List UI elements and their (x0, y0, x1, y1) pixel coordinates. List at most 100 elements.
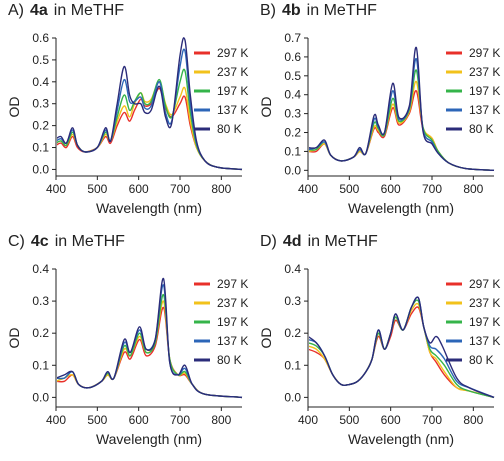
x-tick-label: 700 (170, 182, 190, 196)
panel-d: D) 4d in MeTHF 400 500 600 700 800 0.0 0.1 0.2 0.3… (252, 231, 504, 461)
legend-label: 297 K (217, 46, 248, 60)
series-line (57, 68, 243, 171)
panel-letter: A) (8, 2, 24, 19)
legend-label: 297 K (469, 277, 500, 291)
x-tick-label: 700 (170, 413, 190, 427)
legend: 297 K 237 K 197 K 137 K 80 K (194, 46, 248, 136)
y-tick-label: 0.5 (284, 69, 301, 83)
axes: 400 500 600 700 800 0.0 0.1 0.2 0.3 0.4 0.5 0.6 (32, 31, 242, 196)
panel-letter: D) (260, 233, 277, 250)
legend-label: 80 K (217, 122, 242, 136)
series-line (309, 46, 495, 171)
series-line (57, 87, 243, 171)
x-tick-label: 800 (211, 413, 231, 427)
chart-c: 400 500 600 700 800 0.0 0.1 0.2 0.3 0.4 Wavelength… (6, 262, 248, 447)
legend-label: 297 K (469, 46, 500, 60)
legend: 297 K 237 K 197 K 137 K 80 K (446, 277, 500, 367)
x-axis-label: Wavelength (nm) (96, 200, 202, 216)
y-axis-label: OD (6, 97, 22, 118)
panel-b: B) 4b in MeTHF 400 500 600 700 800 0.0 0.1 0.2 0.3… (252, 0, 504, 230)
panel-letter: B) (260, 2, 276, 19)
solvent-label: in MeTHF (53, 2, 125, 19)
panel-title: D) 4d in MeTHF (260, 233, 378, 251)
legend-label: 197 K (217, 315, 248, 329)
y-tick-label: 0.2 (32, 326, 49, 340)
x-tick-label: 800 (463, 182, 483, 196)
compound-label: 4d (282, 233, 302, 250)
legend-label: 197 K (469, 315, 500, 329)
y-tick-label: 0.1 (32, 141, 49, 155)
series-line (57, 293, 243, 399)
series-line (309, 306, 495, 399)
x-tick-label: 600 (381, 182, 401, 196)
x-tick-label: 800 (211, 182, 231, 196)
legend-label: 137 K (217, 103, 248, 117)
legend-label: 137 K (217, 334, 248, 348)
panel-letter: C) (8, 233, 25, 250)
series-line (309, 90, 495, 171)
y-tick-label: 0.1 (284, 358, 301, 372)
x-tick-label: 700 (422, 413, 442, 427)
legend-label: 137 K (469, 334, 500, 348)
legend-label: 80 K (469, 353, 494, 367)
x-tick-label: 700 (422, 182, 442, 196)
series-group (309, 296, 495, 399)
legend-label: 80 K (469, 122, 494, 136)
legend-label: 197 K (217, 84, 248, 98)
x-axis-label: Wavelength (nm) (348, 431, 454, 447)
x-tick-label: 500 (87, 413, 107, 427)
y-tick-label: 0.3 (32, 97, 49, 111)
x-tick-label: 400 (298, 413, 318, 427)
y-tick-label: 0.6 (284, 50, 301, 64)
y-tick-label: 0.1 (284, 144, 301, 158)
y-tick-label: 0.2 (284, 126, 301, 140)
y-tick-label: 0.2 (32, 119, 49, 133)
series-line (309, 302, 495, 399)
legend: 297 K 237 K 197 K 137 K 80 K (446, 46, 500, 136)
y-tick-label: 0.0 (32, 162, 49, 176)
x-axis-label: Wavelength (nm) (348, 200, 454, 216)
legend-label: 80 K (217, 353, 242, 367)
x-tick-label: 500 (339, 413, 359, 427)
y-axis-label: OD (258, 97, 274, 118)
legend-label: 237 K (217, 65, 248, 79)
legend-label: 237 K (469, 296, 500, 310)
y-tick-label: 0.4 (284, 262, 301, 276)
axes: 400 500 600 700 800 0.0 0.1 0.2 0.3 0.4 (32, 262, 242, 427)
y-tick-label: 0.7 (284, 31, 301, 45)
x-tick-label: 400 (46, 182, 66, 196)
chart-d: 400 500 600 700 800 0.0 0.1 0.2 0.3 0.4 Wavelength… (258, 262, 500, 447)
y-tick-label: 0.3 (32, 294, 49, 308)
panel-title: A) 4a in MeTHF (8, 2, 124, 20)
x-tick-label: 600 (381, 413, 401, 427)
series-group (57, 277, 243, 399)
panel-title: B) 4b in MeTHF (260, 2, 377, 20)
panel-c: C) 4c in MeTHF 400 500 600 700 800 0.0 0.1 0.2 0.3… (0, 231, 252, 461)
legend-label: 237 K (469, 65, 500, 79)
axes: 400 500 600 700 800 0.0 0.1 0.2 0.3 0.4 0.5 0.6 0.7 (284, 31, 494, 196)
legend-label: 197 K (469, 84, 500, 98)
y-tick-label: 0.4 (32, 75, 49, 89)
compound-label: 4b (282, 2, 301, 19)
x-tick-label: 500 (339, 182, 359, 196)
y-tick-label: 0.4 (284, 88, 301, 102)
solvent-label: in MeTHF (306, 2, 377, 19)
x-axis-label: Wavelength (nm) (96, 431, 202, 447)
axes: 400 500 600 700 800 0.0 0.1 0.2 0.3 0.4 (284, 262, 494, 427)
compound-label: 4c (30, 233, 49, 250)
legend-label: 297 K (217, 277, 248, 291)
chart-b: 400 500 600 700 800 0.0 0.1 0.2 0.3 0.4 0.5 0.6 0.7 W… (258, 31, 500, 216)
x-tick-label: 800 (463, 413, 483, 427)
x-tick-label: 600 (129, 413, 149, 427)
legend: 297 K 237 K 197 K 137 K 80 K (194, 277, 248, 367)
x-tick-label: 400 (298, 182, 318, 196)
panel-title: C) 4c in MeTHF (8, 233, 125, 251)
panel-a: A) 4a in MeTHF 400 500 600 700 800 0.0 0.1 0.2 0.3… (0, 0, 252, 230)
y-tick-label: 0.2 (284, 326, 301, 340)
x-tick-label: 400 (46, 413, 66, 427)
series-line (57, 277, 243, 399)
y-tick-label: 0.3 (284, 294, 301, 308)
series-group (57, 37, 243, 171)
legend-label: 237 K (217, 296, 248, 310)
x-tick-label: 500 (87, 182, 107, 196)
